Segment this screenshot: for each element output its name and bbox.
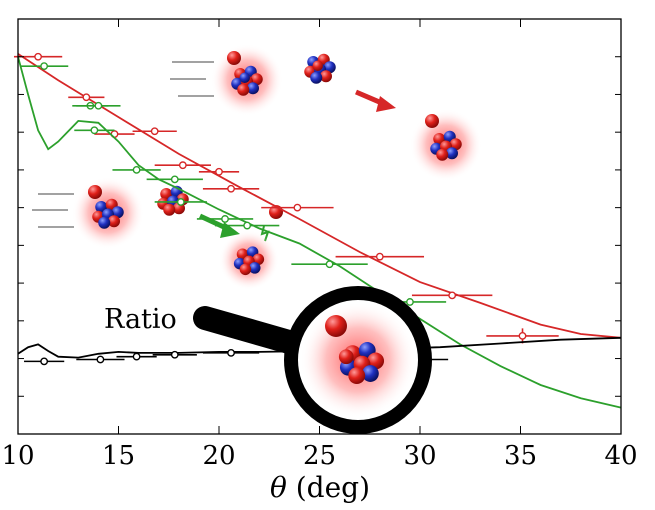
series-0 [13,52,622,344]
data-point [406,298,414,306]
magnifying-glass-icon [193,286,432,434]
model-curve [17,56,622,409]
proton-icon [88,185,102,199]
data-point [215,167,223,176]
data-point [90,126,99,135]
data-point [448,291,457,300]
x-tick-label: 15 [102,441,135,471]
data-point [227,184,235,193]
data-point [94,101,103,110]
proton-icon [425,114,439,128]
data-point [132,352,141,361]
motion-lines [170,61,214,97]
data-point [150,127,159,136]
x-tick-label: 35 [504,441,537,471]
data-point [518,332,527,340]
axis-ticks: 10 15 20 25 30 35 40 [1,19,638,471]
data-point [82,93,91,102]
x-tick-label: 10 [1,441,34,471]
proton-icon [227,51,241,65]
data-point [34,52,42,61]
x-tick-label: 25 [303,441,336,471]
data-point [221,215,229,223]
arrow-right-icon [355,89,396,112]
nucleus-icon [219,230,279,290]
data-point [40,357,49,366]
ratio-annotation: Ratio [104,304,177,335]
data-point [96,355,105,364]
series-1 [17,56,622,409]
data-point [293,203,302,212]
x-axis-title: θ (deg) [270,471,370,504]
nucleus-illustrations [32,44,482,290]
data-point [176,198,185,206]
data-point [170,175,179,184]
x-tick-label: 40 [604,441,637,471]
data-point [325,260,334,269]
data-point [375,252,384,261]
x-axis-symbol: θ [270,471,287,504]
nucleus-icon [304,53,336,84]
data-point [227,348,235,357]
nucleus-icon [211,44,283,116]
model-curve [17,336,622,359]
motion-lines [32,193,74,228]
x-tick-label: 30 [403,441,436,471]
data-point [170,350,179,359]
x-axis-unit: (deg) [296,471,370,504]
model-curve [17,53,622,339]
data-point [132,166,141,174]
data-point [243,221,252,230]
nucleus-icon [410,109,482,181]
nucleus-icon [72,177,144,249]
data-point [178,161,187,170]
x-tick-label: 20 [202,441,235,471]
data-point [40,62,49,71]
